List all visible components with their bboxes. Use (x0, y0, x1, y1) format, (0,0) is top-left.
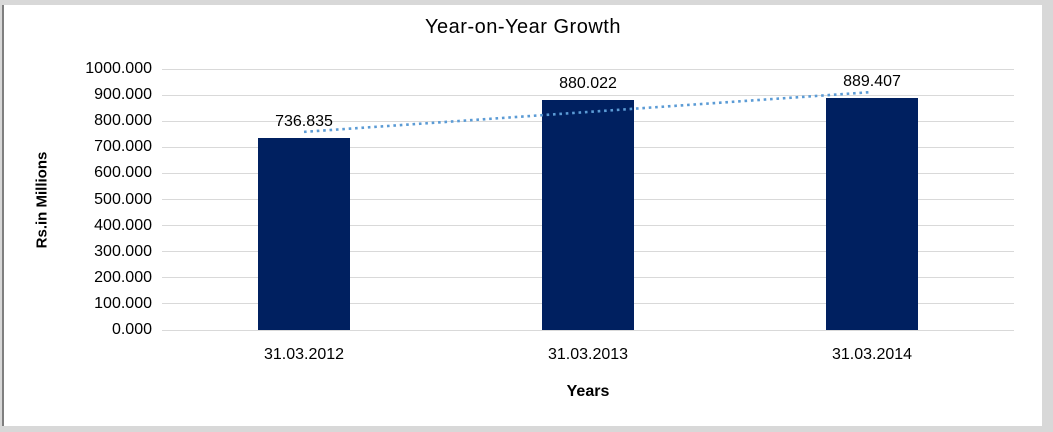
chart-title: Year-on-Year Growth (425, 16, 621, 38)
bar-data-label: 880.022 (559, 75, 617, 93)
bar-31.03.2012 (258, 137, 350, 330)
chart-panel: Year-on-Year Growth Rs.in Millions 0.000… (2, 5, 1042, 426)
trendline (303, 90, 873, 134)
y-tick-label: 500.000 (94, 190, 152, 208)
gridline (162, 329, 1014, 331)
bar-data-label: 736.835 (275, 112, 333, 130)
y-tick-label: 800.000 (94, 112, 152, 130)
trendline-svg (303, 90, 873, 134)
x-tick-label: 31.03.2012 (263, 346, 345, 363)
x-tick-label: 31.03.2014 (831, 346, 913, 363)
y-tick-label: 900.000 (94, 86, 152, 104)
y-tick-label: 1000.000 (85, 60, 152, 77)
plot-area: 736.835 880.022 889.407 (162, 68, 1014, 331)
x-axis-title: Years (566, 383, 610, 400)
y-tick-label: 200.000 (94, 268, 152, 286)
gridline (162, 68, 1014, 70)
y-tick-label: 100.000 (94, 294, 152, 312)
x-tick-label: 31.03.2013 (547, 346, 629, 363)
gridline (162, 94, 1014, 96)
y-tick-label: 600.000 (94, 164, 152, 182)
y-tick-label: 300.000 (94, 242, 152, 260)
bar-31.03.2013 (542, 100, 634, 330)
bar-31.03.2014 (826, 97, 918, 330)
y-tick-label: 400.000 (94, 216, 152, 234)
y-tick-label: 700.000 (94, 138, 152, 156)
y-tick-label: 0.000 (111, 321, 152, 338)
bar-data-label: 889.407 (843, 72, 901, 90)
